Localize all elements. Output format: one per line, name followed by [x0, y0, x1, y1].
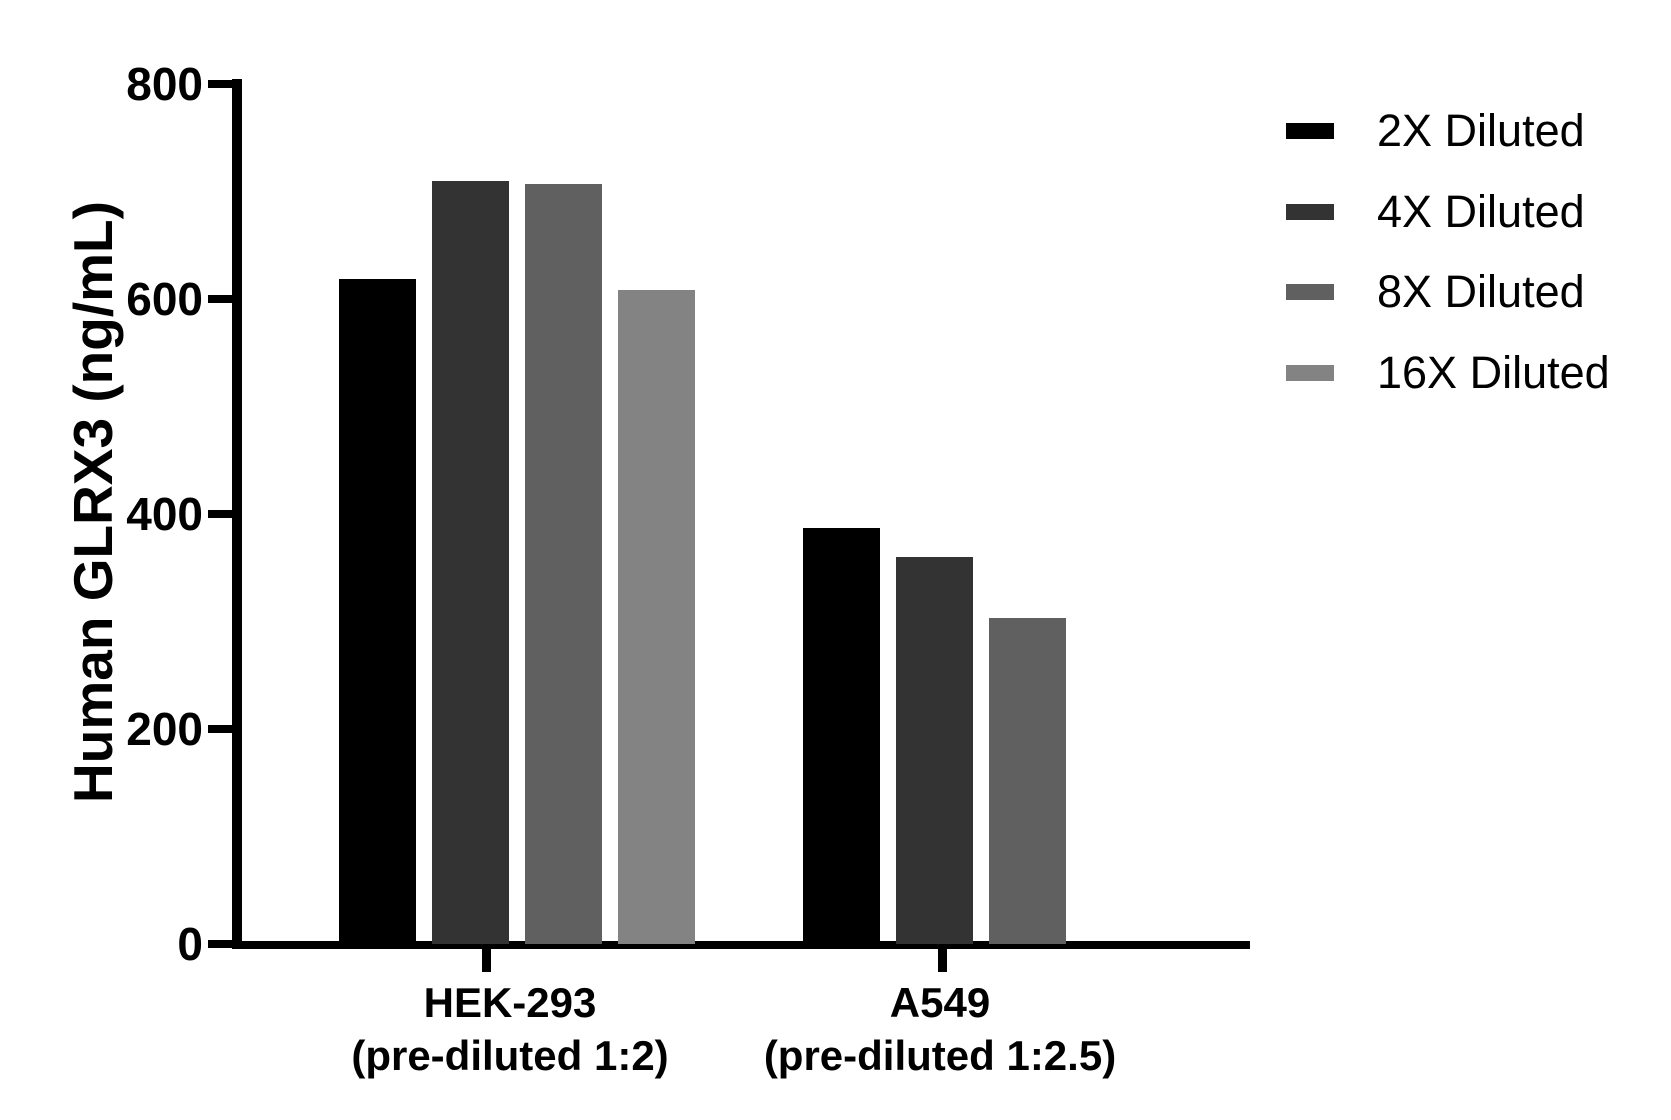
x-category-label-a549: A549 (pre-diluted 1:2.5) [590, 976, 1290, 1082]
bar-hek-293-8x-diluted [525, 183, 602, 944]
y-tick-label-600: 600 [126, 273, 203, 325]
y-axis-line [232, 79, 242, 949]
bar-hek-293-2x-diluted [339, 278, 416, 944]
y-tick-label-200: 200 [126, 703, 203, 755]
bar-a549-8x-diluted [989, 618, 1066, 944]
bar-a549-4x-diluted [896, 557, 973, 944]
y-tick-label-800: 800 [126, 58, 203, 110]
y-tick-label-400: 400 [126, 488, 203, 540]
legend-label-2x-diluted: 2X Diluted [1377, 105, 1585, 156]
legend-swatch-2x-diluted [1286, 123, 1334, 139]
category-dilution-note: (pre-diluted 1:2.5) [763, 1032, 1117, 1079]
legend-swatch-16x-diluted [1286, 364, 1334, 381]
y-tick-0 [208, 940, 232, 948]
legend-label-8x-diluted: 8X Diluted [1377, 266, 1585, 317]
legend-swatch-4x-diluted [1286, 203, 1334, 220]
y-tick-600 [208, 295, 232, 303]
y-tick-800 [208, 80, 232, 88]
bar-hek-293-4x-diluted [432, 180, 509, 944]
category-dilution-note: (pre-diluted 1:2) [351, 1032, 669, 1079]
y-tick-400 [208, 510, 232, 518]
legend-swatch-8x-diluted [1286, 284, 1334, 300]
x-axis-line [232, 941, 1250, 949]
legend-label-16x-diluted: 16X Diluted [1377, 346, 1610, 398]
x-category-label-hek293: HEK-293 (pre-diluted 1:2) [160, 976, 860, 1082]
category-name: A549 [889, 979, 991, 1026]
y-tick-200 [208, 725, 232, 733]
category-name: HEK-293 [423, 979, 597, 1026]
legend-label-4x-diluted: 4X Diluted [1377, 185, 1585, 237]
bar-a549-2x-diluted [803, 527, 880, 944]
y-tick-label-0: 0 [177, 918, 203, 970]
x-tick-hek-293 [482, 945, 491, 972]
x-tick-a549 [938, 945, 947, 972]
bar-hek-293-16x-diluted [618, 290, 695, 944]
